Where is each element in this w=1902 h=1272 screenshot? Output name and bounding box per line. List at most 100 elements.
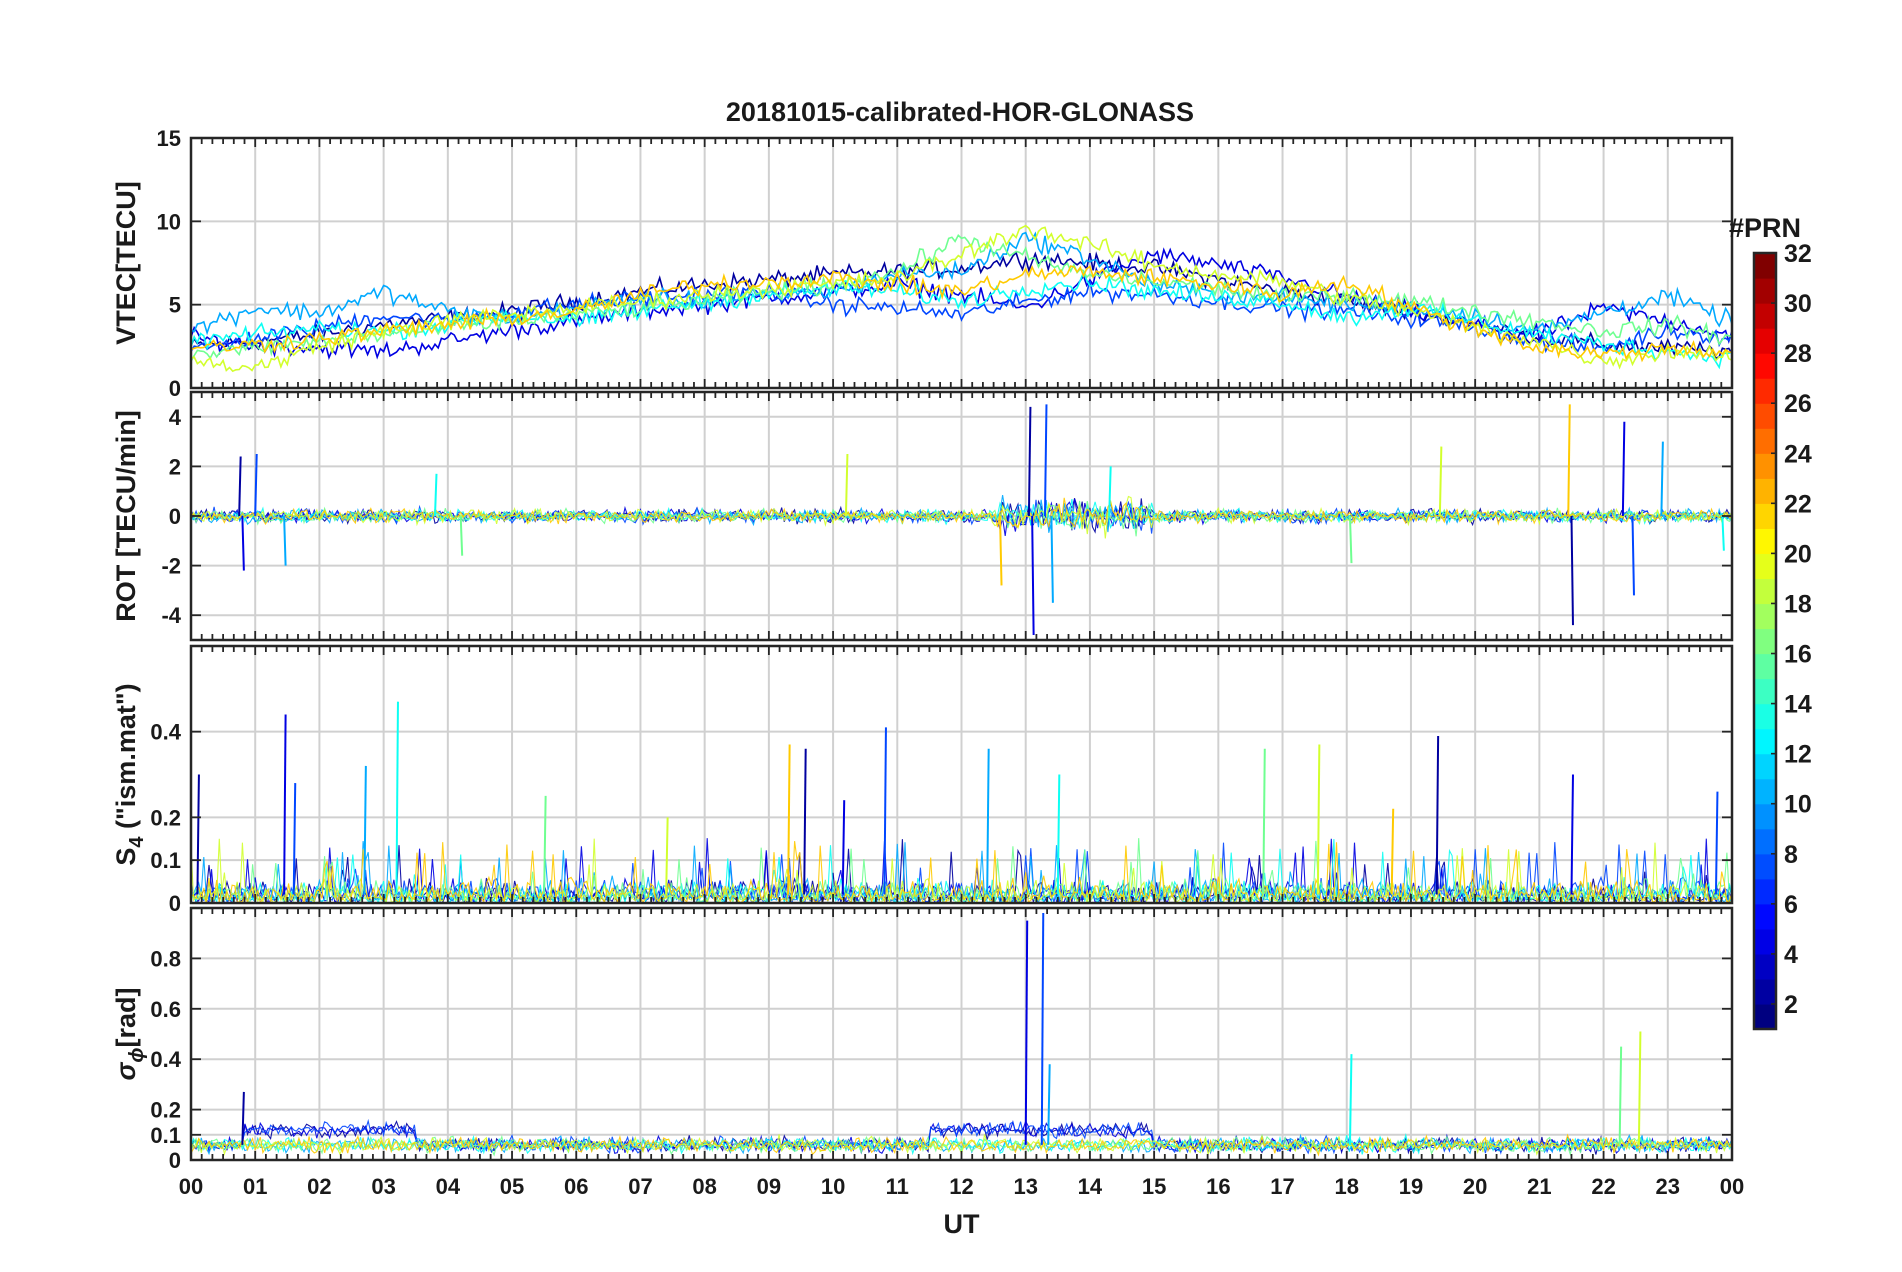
series-line-prn-4 xyxy=(191,498,1732,536)
panel-vtec: 0 5 10 15 VTEC[TECU] xyxy=(111,126,1734,401)
colorbar-segment xyxy=(1754,478,1776,504)
ticks-rot xyxy=(190,392,1733,640)
colorbar-tick-label: 2 xyxy=(1784,991,1798,1019)
spike-mark xyxy=(433,473,438,517)
x-tick-label: 23 xyxy=(1656,1174,1680,1199)
x-tick-label: 11 xyxy=(886,1174,909,1199)
spike-mark xyxy=(1660,441,1664,517)
y-axis-label-main: S xyxy=(111,848,141,866)
panel-rot: -4 -2 0 2 4 ROT [TECU/min] xyxy=(111,390,1734,642)
spike-mark xyxy=(363,765,367,895)
spike-mark xyxy=(1618,1046,1623,1145)
colorbar-tick-label: 28 xyxy=(1784,340,1812,368)
panel-s4: 00.10.20.4S4 ("ism.mat") xyxy=(111,644,1734,916)
spike-mark xyxy=(1024,920,1029,1145)
x-tick-label: 09 xyxy=(757,1174,781,1199)
y-axis-label-main: σ xyxy=(111,1062,141,1081)
colorbar-segment xyxy=(1754,628,1776,655)
x-tick-label: 03 xyxy=(371,1174,395,1199)
x-tick-label: 07 xyxy=(628,1174,652,1199)
colorbar-segment xyxy=(1754,303,1776,329)
colorbar-tick-label: 24 xyxy=(1784,440,1812,468)
spike-mark xyxy=(1040,913,1045,1145)
colorbar-segment xyxy=(1754,503,1776,529)
y-axis-label-rest: ("ism.mat") xyxy=(111,683,141,836)
spike-mark xyxy=(1637,1031,1642,1145)
colorbar-tick-label: 30 xyxy=(1784,290,1812,318)
spike-mark xyxy=(241,515,245,571)
x-tick-label: 22 xyxy=(1591,1174,1615,1199)
y-tick-label: 0.2 xyxy=(150,805,181,830)
x-tick-label: 08 xyxy=(692,1174,716,1199)
colorbar-segment xyxy=(1754,878,1776,905)
spike-mark xyxy=(238,456,242,517)
colorbar-label: #PRN xyxy=(1729,213,1801,243)
x-axis-label: UT xyxy=(944,1209,980,1239)
spike-mark xyxy=(1043,404,1048,517)
spike-mark xyxy=(883,727,887,895)
colorbar-segment xyxy=(1754,378,1776,404)
y-axis-label-sigma-phi: σϕ[rad] xyxy=(111,987,148,1080)
y-tick-label: 0.8 xyxy=(150,946,181,971)
colorbar-segment xyxy=(1754,403,1776,429)
x-tick-label: 14 xyxy=(1078,1174,1103,1199)
series-group-vtec xyxy=(191,224,1732,373)
colorbar-segment xyxy=(1754,778,1776,805)
y-axis-label-s4: S4 ("ism.mat") xyxy=(111,683,148,865)
colorbar-segment xyxy=(1754,428,1776,454)
spike-mark xyxy=(986,748,990,895)
colorbar-segment xyxy=(1754,803,1776,830)
y-axis-label-rot: ROT [TECU/min] xyxy=(111,410,141,621)
colorbar-frame xyxy=(1752,251,1778,1031)
spike-mark xyxy=(1348,515,1353,564)
x-tick-label: 01 xyxy=(243,1174,267,1199)
y-tick-label: 5 xyxy=(169,293,181,318)
series-line-prn-22 xyxy=(191,1133,1732,1157)
ticks-sigma-phi xyxy=(190,908,1733,1161)
colorbar-segment xyxy=(1754,553,1776,580)
y-tick-label: 0.4 xyxy=(150,1047,181,1072)
spike-mark xyxy=(1567,404,1571,517)
series-group-rot xyxy=(191,404,1732,636)
spike-mark xyxy=(1570,774,1574,895)
x-tick-label: 12 xyxy=(949,1174,973,1199)
spike-mark xyxy=(1390,808,1395,895)
spike-mark xyxy=(803,748,807,895)
x-tick-label: 02 xyxy=(307,1174,331,1199)
colorbar-tick-label: 10 xyxy=(1784,791,1812,819)
colorbar-tick-label: 14 xyxy=(1784,691,1812,719)
spike-mark xyxy=(395,701,399,895)
spike-mark xyxy=(283,714,287,895)
y-tick-label: 0 xyxy=(169,891,181,916)
colorbar-segment xyxy=(1754,678,1776,705)
colorbar-segment xyxy=(1754,953,1776,980)
spike-mark xyxy=(1047,1064,1051,1145)
series-line-prn-22 xyxy=(191,497,1732,529)
colorbar-segment xyxy=(1754,853,1776,880)
spike-mark xyxy=(1438,446,1443,517)
colorbar-segment xyxy=(1754,353,1776,379)
y-tick-label: 0.2 xyxy=(150,1098,181,1123)
colorbar-segment xyxy=(1754,753,1776,780)
spike-mark xyxy=(665,817,669,895)
spike-mark xyxy=(241,1091,245,1145)
colorbar-segment xyxy=(1754,928,1776,955)
spike-mark xyxy=(1027,406,1032,517)
chart-title: 20181015-calibrated-HOR-GLONASS xyxy=(726,97,1194,127)
spike-mark xyxy=(459,515,464,556)
colorbar-segment xyxy=(1754,603,1776,630)
y-tick-label: 2 xyxy=(169,454,181,479)
spike-mark xyxy=(844,453,849,517)
spike-mark xyxy=(1348,1054,1353,1145)
colorbar-segment xyxy=(1754,653,1776,680)
x-tick-label: 20 xyxy=(1463,1174,1487,1199)
spike-mark xyxy=(1435,735,1440,895)
x-tick-label: 00 xyxy=(1720,1174,1744,1199)
colorbar-segment xyxy=(1754,528,1776,554)
colorbar-tick-label: 18 xyxy=(1784,590,1812,618)
colorbar-tick-label: 26 xyxy=(1784,390,1812,418)
colorbar-tick-label: 4 xyxy=(1784,941,1798,969)
x-tick-label: 15 xyxy=(1142,1174,1166,1199)
